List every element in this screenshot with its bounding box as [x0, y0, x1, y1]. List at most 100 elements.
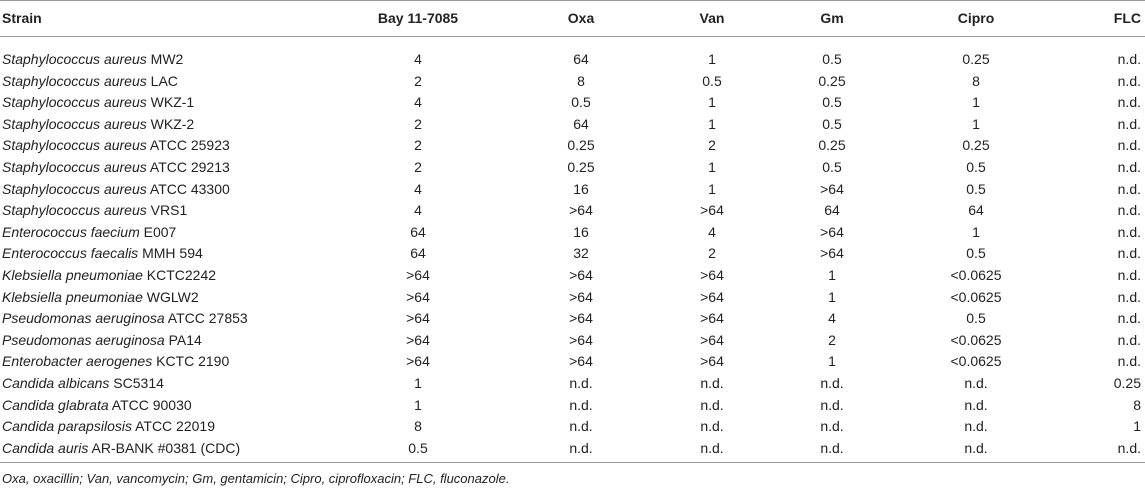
- value-cell: 1: [708, 51, 716, 67]
- value-cell: n.d.: [1117, 288, 1141, 305]
- value-cell: n.d.: [569, 418, 593, 435]
- value-cell: n.d.: [1117, 159, 1141, 175]
- value-cell: 0.25: [962, 137, 990, 154]
- value-cell: n.d.: [1117, 115, 1141, 132]
- value-cell: 1: [972, 223, 980, 240]
- species: Staphylococcus aureus: [2, 137, 147, 154]
- value-cell: 64: [824, 202, 840, 219]
- value-cell: 1: [1133, 418, 1141, 435]
- strain: E007: [143, 223, 177, 240]
- value-cell: 4: [414, 51, 422, 67]
- value-cell: 0.5: [408, 439, 428, 456]
- value-cell: >64: [700, 353, 724, 370]
- value-cell: >64: [700, 310, 724, 327]
- header-cell: Cipro: [957, 10, 995, 26]
- strain-cell: Klebsiella pneumoniae KCTC2242: [2, 265, 216, 285]
- value-cell: >64: [406, 310, 430, 327]
- value-cell: n.d.: [1117, 245, 1141, 262]
- value-cell: 2: [414, 72, 422, 89]
- value-cell: 0.25: [567, 137, 595, 154]
- strain-cell: Staphylococcus aureus ATCC 43300: [2, 179, 230, 199]
- value-cell: 1: [828, 267, 836, 283]
- value-cell: n.d.: [700, 375, 724, 391]
- strain: VRS1: [150, 202, 188, 219]
- value-cell: >64: [820, 223, 844, 240]
- value-cell: 4: [414, 94, 422, 111]
- value-cell: n.d.: [1117, 202, 1141, 219]
- value-cell: n.d.: [569, 396, 593, 413]
- strain: WKZ-2: [150, 115, 195, 132]
- value-cell: >64: [569, 331, 593, 348]
- value-cell: 1: [828, 353, 836, 370]
- strain: LAC: [150, 72, 178, 89]
- value-cell: n.d.: [1117, 223, 1141, 240]
- value-cell: 1: [708, 115, 716, 132]
- species: Candida auris: [2, 439, 89, 456]
- value-cell: >64: [700, 331, 724, 348]
- value-cell: n.d.: [1117, 267, 1141, 283]
- species: Staphylococcus aureus: [2, 202, 147, 219]
- species: Staphylococcus aureus: [2, 115, 147, 132]
- header-cell: Van: [699, 10, 725, 26]
- species: Enterococcus faecium: [2, 223, 140, 240]
- value-cell: <0.0625: [950, 331, 1002, 348]
- value-cell: 2: [414, 137, 422, 154]
- value-cell: 0.5: [966, 245, 986, 262]
- strain-cell: Candida auris AR-BANK #0381 (CDC): [2, 438, 240, 458]
- strain: ATCC 22019: [135, 418, 215, 435]
- value-cell: n.d.: [1117, 94, 1141, 111]
- strain-cell: Pseudomonas aeruginosa ATCC 27853: [2, 308, 248, 328]
- value-cell: n.d.: [964, 375, 988, 391]
- header-rule: [0, 36, 1145, 37]
- value-cell: >64: [820, 245, 844, 262]
- header-cell: Gm: [820, 10, 844, 26]
- value-cell: 8: [414, 418, 422, 435]
- value-cell: >64: [569, 202, 593, 219]
- value-cell: 1: [414, 396, 422, 413]
- strain: ATCC 43300: [149, 180, 230, 197]
- value-cell: >64: [406, 353, 430, 370]
- value-cell: 2: [414, 159, 422, 175]
- value-cell: <0.0625: [950, 267, 1002, 283]
- strain: ATCC 25923: [149, 137, 230, 154]
- value-cell: 2: [708, 245, 716, 262]
- strain: KCTC 2190: [156, 353, 230, 370]
- value-cell: 1: [708, 159, 716, 175]
- value-cell: 2: [708, 137, 716, 154]
- value-cell: 4: [708, 223, 716, 240]
- strain: ATCC 29213: [149, 159, 230, 175]
- value-cell: n.d.: [1117, 331, 1141, 348]
- species: Candida parapsilosis: [2, 418, 132, 435]
- strain-cell: Candida parapsilosis ATCC 22019: [2, 416, 215, 436]
- strain: ATCC 90030: [111, 396, 192, 413]
- top-rule: [0, 0, 1145, 1]
- strain: MW2: [150, 51, 184, 67]
- strain: SC5314: [113, 375, 164, 391]
- value-cell: 0.5: [822, 115, 842, 132]
- value-cell: 1: [972, 94, 980, 111]
- species: Klebsiella pneumoniae: [2, 288, 143, 305]
- value-cell: 1: [708, 94, 716, 111]
- strain-cell: Pseudomonas aeruginosa PA14: [2, 330, 202, 350]
- value-cell: n.d.: [964, 396, 988, 413]
- strain-cell: Enterobacter aerogenes KCTC 2190: [2, 351, 229, 371]
- value-cell: 0.5: [966, 159, 986, 175]
- value-cell: 0.5: [966, 180, 986, 197]
- bottom-rule: [0, 462, 1145, 463]
- value-cell: 16: [573, 223, 589, 240]
- value-cell: 0.5: [822, 94, 842, 111]
- value-cell: >64: [406, 331, 430, 348]
- value-cell: n.d.: [820, 439, 844, 456]
- species: Enterococcus faecalis: [2, 245, 139, 262]
- strain-cell: Staphylococcus aureus ATCC 29213: [2, 157, 230, 177]
- value-cell: n.d.: [569, 375, 593, 391]
- value-cell: 4: [414, 202, 422, 219]
- value-cell: 2: [414, 115, 422, 132]
- species: Pseudomonas aeruginosa: [2, 310, 165, 327]
- value-cell: <0.0625: [950, 353, 1002, 370]
- species: Staphylococcus aureus: [2, 94, 147, 111]
- species: Staphylococcus aureus: [2, 51, 147, 67]
- value-cell: n.d.: [820, 396, 844, 413]
- value-cell: n.d.: [820, 418, 844, 435]
- header-cell: Bay 11-7085: [377, 10, 459, 26]
